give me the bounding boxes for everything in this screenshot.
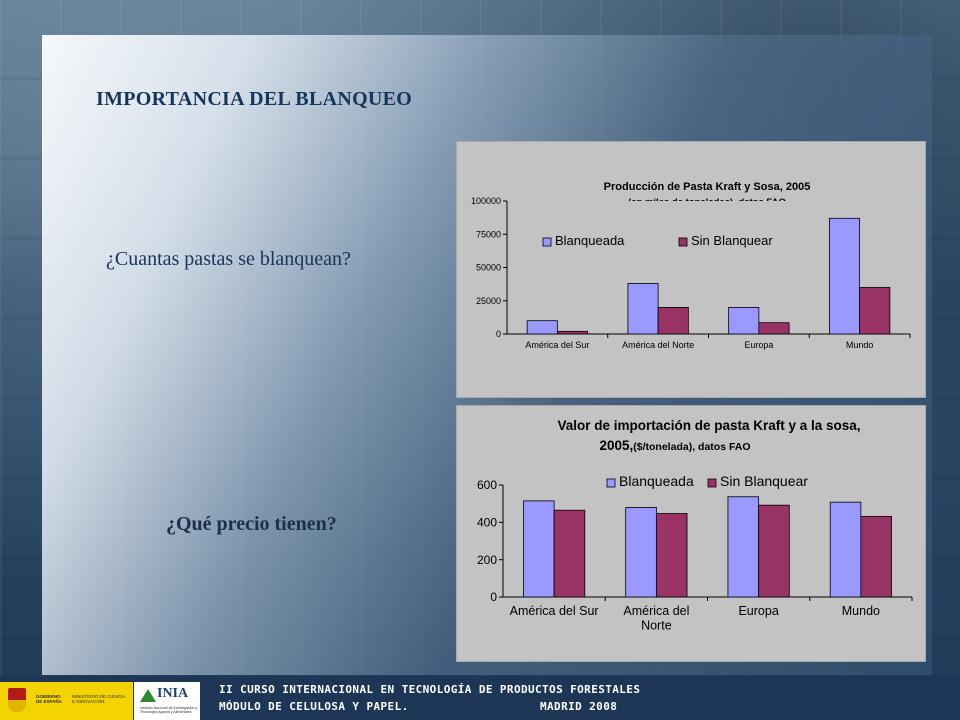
legend-swatch [707,478,717,488]
legend-label: Sin Blanquear [720,473,808,489]
inia-logo-subtext: Instituto Nacional de Investigación y Te… [140,706,198,714]
coat-of-arms-icon [8,688,26,712]
y-tick-label: 25000 [476,296,501,306]
x-tick-label: América del Sur [525,340,589,350]
chart-title: Valor de importación de pasta Kraft y a … [557,418,860,433]
slide-title: IMPORTANCIA DEL BLANQUEO [96,88,413,110]
y-tick-label: 100000 [471,196,501,206]
bar-sin-blanquear [860,515,892,598]
bar-sin-blanquear [553,509,586,598]
bar-sin-blanquear [859,287,891,335]
bar-sin-blanquear [556,330,589,335]
inia-logo-text: INIA [157,686,189,701]
bar-sin-blanquear [758,322,790,335]
question-price: ¿Qué precio tienen? [166,513,337,535]
y-tick-label: 50000 [476,263,501,273]
legend-label: Sin Blanquear [691,233,773,248]
bar-blanqueada [727,496,760,598]
y-tick-label: 0 [496,329,501,339]
y-tick-label: 75000 [476,229,501,239]
x-tick-label: América del Norte [622,340,694,350]
legend-label: Blanqueada [619,473,694,489]
x-tick-label: América del [623,604,689,618]
legend-swatch [678,237,688,247]
bar-blanqueada [828,217,861,335]
ministerio-logo-text: MINISTERIO DE CIENCIA E INNOVACIÓN [72,694,126,704]
y-tick-label: 200 [477,553,497,567]
x-tick-label: América del Sur [510,604,599,618]
x-tick-label: Europa [744,340,773,350]
import-price-chart: Valor de importación de pasta Kraft y a … [456,405,926,662]
legend-swatch [542,237,552,247]
bar-sin-blanquear [655,513,688,598]
footer-place-date: MADRID 2008 [540,700,618,713]
footer-course: II CURSO INTERNACIONAL EN TECNOLOGÍA DE … [219,683,641,696]
bar-blanqueada [829,501,862,598]
x-tick-label: Europa [738,604,778,618]
legend-swatch [606,478,616,488]
y-tick-label: 0 [490,590,497,604]
bar-sin-blanquear [758,504,790,598]
production-chart: Producción de Pasta Kraft y Sosa, 2005(e… [456,141,926,398]
bar-sin-blanquear [657,306,689,335]
chart-subtitle: ($/tonelada), datos FAO [633,441,750,453]
chart-title: Producción de Pasta Kraft y Sosa, 2005 [604,181,811,193]
bar-blanqueada [625,507,657,598]
footer-module: MÓDULO DE CELULOSA Y PAPEL. [219,700,409,713]
bar-blanqueada [728,306,760,335]
gobierno-logo-text: GOBIERNO DE ESPAÑA [36,694,62,704]
x-tick-label: Mundo [842,604,880,618]
y-tick-label: 600 [477,478,497,492]
chart-title-line2: 2005,($/tonelada), datos FAO [599,438,750,453]
legend-label: Blanqueada [555,233,625,248]
y-tick-label: 400 [477,516,497,530]
bar-blanqueada [526,320,558,335]
x-tick-label: Norte [641,619,672,633]
x-tick-label: Mundo [846,340,874,350]
question-bleached-amount: ¿Cuantas pastas se blanquean? [106,248,351,270]
bar-blanqueada [523,500,555,598]
bar-blanqueada [627,283,659,335]
